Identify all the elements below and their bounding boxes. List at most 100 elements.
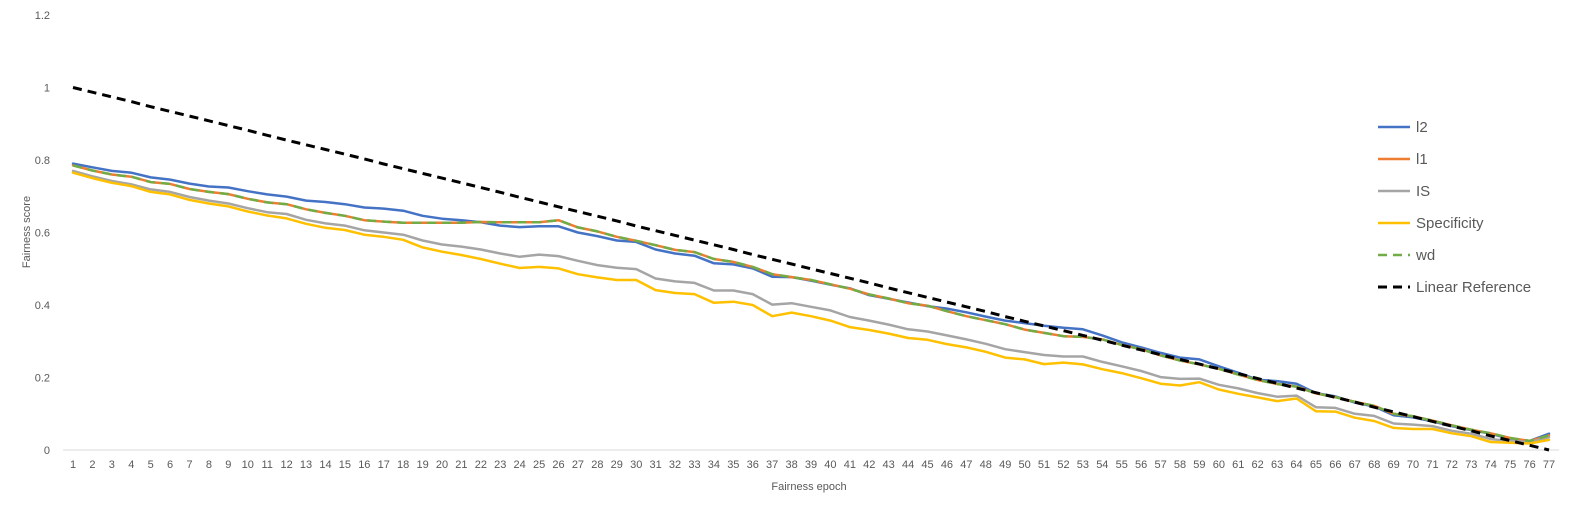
x-tick-label: 65 [1310,459,1322,471]
x-tick-label: 21 [455,459,467,471]
legend-label: IS [1416,183,1430,200]
x-tick-label: 71 [1426,459,1438,471]
x-tick-label: 19 [416,459,428,471]
x-tick-label: 34 [708,459,720,471]
x-tick-label: 4 [128,459,134,471]
x-tick-label: 6 [167,459,173,471]
x-tick-label: 32 [669,459,681,471]
legend-label: Linear Reference [1416,279,1531,296]
x-tick-label: 29 [611,459,623,471]
x-tick-label: 66 [1329,459,1341,471]
x-tick-label: 11 [261,459,272,471]
legend-label: wd [1415,247,1435,264]
legend-label: Specificity [1416,215,1484,232]
x-tick-label: 47 [960,459,972,471]
series-line-linear-reference [72,86,1550,452]
x-tick-label: 27 [572,459,584,471]
x-tick-label: 38 [785,459,797,471]
x-tick-label: 31 [650,459,662,471]
x-tick-label: 72 [1446,459,1458,471]
x-tick-label: 56 [1135,459,1147,471]
x-tick-label: 23 [494,459,506,471]
x-tick-label: 76 [1523,459,1535,471]
x-tick-label: 52 [1057,459,1069,471]
y-axis-title: Fairness score [21,196,33,268]
x-tick-label: 42 [863,459,875,471]
y-tick-label: 1 [44,83,50,95]
x-tick-label: 2 [89,459,95,471]
x-tick-label: 67 [1349,459,1361,471]
x-tick-label: 57 [1154,459,1166,471]
x-tick-label: 62 [1252,459,1264,471]
x-tick-label: 49 [999,459,1011,471]
x-tick-label: 36 [747,459,759,471]
x-tick-label: 15 [339,459,351,471]
x-tick-label: 60 [1213,459,1225,471]
x-tick-label: 3 [109,459,115,471]
x-tick-label: 63 [1271,459,1283,471]
x-tick-label: 68 [1368,459,1380,471]
x-tick-label: 25 [533,459,545,471]
x-tick-label: 14 [319,459,331,471]
x-tick-label: 64 [1290,459,1302,471]
series-line-wd [72,164,1550,443]
x-tick-label: 70 [1407,459,1419,471]
x-tick-label: 13 [300,459,312,471]
x-tick-label: 74 [1485,459,1497,471]
x-tick-label: 40 [824,459,836,471]
x-tick-label: 69 [1388,459,1400,471]
x-axis-ticks: 1 2 3 4 5 6 7 8 9 10 11 12 13 14 15 16 17 18 19 20 21 22 23 24 2… [70,459,1555,471]
series-line-specificity [71,171,1551,445]
x-tick-label: 51 [1038,459,1050,471]
x-tick-label: 59 [1193,459,1205,471]
y-axis-ticks: 0 0.2 0.4 0.6 0.8 1 1.2 [35,10,50,457]
x-tick-label: 24 [514,459,526,471]
series-layer [71,86,1551,452]
y-tick-label: 0.2 [35,373,50,385]
x-axis-title: Fairness epoch [771,481,846,493]
y-tick-label: 0.4 [35,300,50,312]
y-tick-label: 0.8 [35,155,50,167]
x-tick-label: 30 [630,459,642,471]
x-tick-label: 16 [358,459,370,471]
x-tick-label: 7 [186,459,192,471]
y-tick-label: 0 [44,445,50,457]
x-tick-label: 44 [902,459,914,471]
x-tick-label: 18 [397,459,409,471]
x-tick-label: 53 [1077,459,1089,471]
y-tick-label: 0.6 [35,228,50,240]
x-tick-label: 46 [941,459,953,471]
legend: l2 l1 IS Specificity wd Linear Reference [1378,119,1531,296]
legend-label: l2 [1416,119,1428,136]
x-tick-label: 1 [70,459,76,471]
x-tick-label: 39 [805,459,817,471]
x-tick-label: 73 [1465,459,1477,471]
x-tick-label: 8 [206,459,212,471]
x-tick-label: 41 [844,459,856,471]
x-tick-label: 33 [688,459,700,471]
x-tick-label: 22 [475,459,487,471]
x-tick-label: 43 [883,459,895,471]
x-tick-label: 58 [1174,459,1186,471]
x-tick-label: 20 [436,459,448,471]
x-tick-label: 61 [1232,459,1244,471]
x-tick-label: 45 [921,459,933,471]
x-tick-label: 50 [1019,459,1031,471]
x-tick-label: 37 [766,459,778,471]
x-tick-label: 12 [281,459,293,471]
legend-label: l1 [1416,151,1428,168]
x-tick-label: 35 [727,459,739,471]
x-tick-label: 28 [591,459,603,471]
x-tick-label: 55 [1116,459,1128,471]
x-tick-label: 5 [148,459,154,471]
series-line-is [71,169,1551,444]
x-tick-label: 10 [242,459,254,471]
x-tick-label: 9 [225,459,231,471]
x-tick-label: 48 [980,459,992,471]
x-tick-label: 54 [1096,459,1108,471]
x-tick-label: 17 [378,459,390,471]
x-tick-label: 77 [1543,459,1555,471]
x-tick-label: 26 [552,459,564,471]
